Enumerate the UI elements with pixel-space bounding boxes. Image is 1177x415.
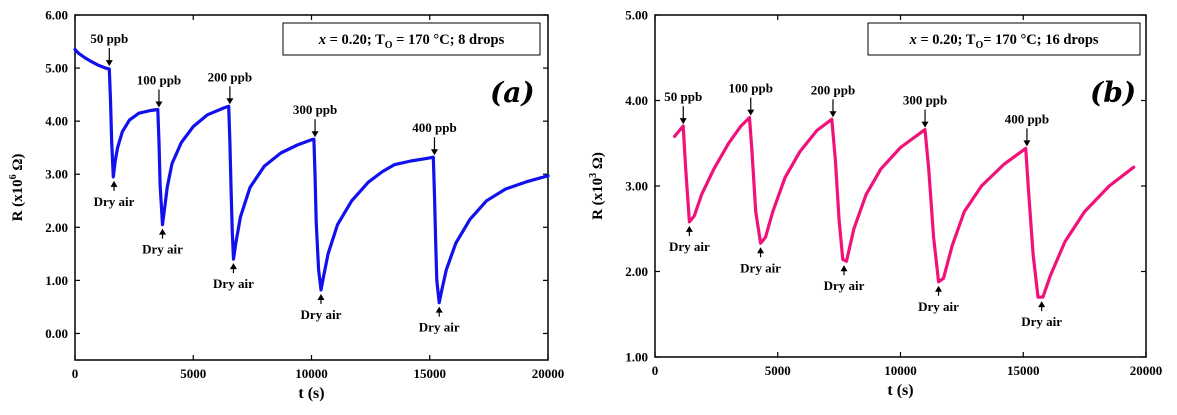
arrow-head bbox=[317, 293, 325, 300]
concentration-label: 50 ppb bbox=[90, 31, 128, 46]
arrow-head bbox=[935, 285, 943, 292]
x-tick-label: 15000 bbox=[414, 366, 447, 381]
arrow-head bbox=[921, 121, 929, 128]
concentration-label: 200 ppb bbox=[208, 69, 252, 84]
dry-air-label: Dry air bbox=[740, 260, 781, 275]
arrow-head bbox=[226, 98, 234, 105]
dry-air-label: Dry air bbox=[669, 239, 710, 254]
y-axis-label: R (x103 Ω) bbox=[588, 152, 606, 220]
arrow-head bbox=[155, 101, 163, 108]
concentration-label: 300 ppb bbox=[903, 93, 947, 108]
concentration-label: 400 ppb bbox=[1005, 111, 1049, 126]
y-tick-label: 4.00 bbox=[625, 93, 648, 108]
dry-air-label: Dry air bbox=[419, 320, 460, 335]
arrow-head bbox=[747, 109, 755, 116]
arrow-head bbox=[110, 180, 118, 187]
panel-label: (b) bbox=[1090, 76, 1136, 109]
concentration-label: 400 ppb bbox=[412, 120, 456, 135]
arrow-head bbox=[1038, 301, 1046, 308]
condition-text: x = 0.20; TO= 170 °C; 16 drops bbox=[908, 32, 1098, 51]
x-tick-label: 5000 bbox=[180, 366, 206, 381]
arrow-head bbox=[757, 247, 765, 254]
dry-air-label: Dry air bbox=[213, 276, 254, 291]
y-tick-label: 1.00 bbox=[45, 273, 68, 288]
x-tick-label: 20000 bbox=[1130, 363, 1163, 378]
x-axis-label: t (s) bbox=[887, 382, 913, 399]
y-tick-label: 1.00 bbox=[625, 350, 648, 365]
arrow-head bbox=[435, 306, 443, 313]
x-tick-label: 10000 bbox=[295, 366, 328, 381]
y-tick-label: 3.00 bbox=[625, 179, 648, 194]
arrow-head bbox=[679, 118, 687, 125]
arrow-head bbox=[840, 265, 848, 272]
arrow-head bbox=[829, 111, 837, 118]
arrow-head bbox=[311, 131, 319, 138]
y-tick-label: 6.00 bbox=[45, 8, 68, 23]
arrow-head bbox=[105, 60, 113, 67]
condition-box bbox=[282, 22, 541, 56]
y-tick-label: 5.00 bbox=[45, 61, 68, 76]
concentration-label: 200 ppb bbox=[811, 82, 855, 97]
y-tick-label: 2.00 bbox=[45, 220, 68, 235]
arrow-head bbox=[685, 225, 693, 232]
y-tick-label: 5.00 bbox=[625, 8, 648, 23]
chart-panel-b: 0 5000 10000 15000 20000 1.00 2.00 3.00 4.00 5.00… bbox=[588, 8, 1162, 400]
concentration-label: 300 ppb bbox=[293, 102, 337, 117]
x-tick-label: 10000 bbox=[884, 363, 917, 378]
x-tick-label: 0 bbox=[72, 366, 79, 381]
arrow-head bbox=[1023, 140, 1031, 147]
x-tick-label: 5000 bbox=[765, 363, 791, 378]
dry-air-label: Dry air bbox=[301, 307, 342, 322]
arrow-head bbox=[229, 263, 237, 270]
y-tick-label: 4.00 bbox=[45, 114, 68, 129]
plot-frame bbox=[654, 14, 1147, 358]
x-tick-label: 20000 bbox=[532, 366, 565, 381]
concentration-label: 100 ppb bbox=[137, 72, 181, 87]
arrow-head bbox=[430, 149, 438, 156]
series-line bbox=[673, 116, 1136, 299]
x-axis-label: t (s) bbox=[298, 385, 324, 402]
dry-air-label: Dry air bbox=[918, 299, 959, 314]
y-tick-label: 0.00 bbox=[45, 326, 68, 341]
chart-panel-a: 0 5000 10000 15000 20000 0.00 1.00 2.00 3.00 4.00… bbox=[8, 8, 564, 403]
y-tick-label: 3.00 bbox=[45, 167, 68, 182]
concentration-label: 50 ppb bbox=[664, 89, 702, 104]
panel-label: (a) bbox=[490, 76, 535, 109]
x-tick-label: 15000 bbox=[1007, 363, 1040, 378]
condition-box bbox=[867, 22, 1141, 56]
dry-air-label: Dry air bbox=[94, 194, 135, 209]
dry-air-label: Dry air bbox=[142, 242, 183, 257]
y-tick-label: 2.00 bbox=[625, 264, 648, 279]
y-axis-label: R (x106 Ω) bbox=[8, 154, 26, 222]
arrow-head bbox=[159, 228, 167, 235]
concentration-label: 100 ppb bbox=[729, 81, 773, 96]
condition-text: x = 0.20; TO = 170 °C; 8 drops bbox=[318, 32, 505, 51]
series-line bbox=[73, 47, 550, 305]
dry-air-label: Dry air bbox=[1021, 314, 1062, 329]
dry-air-label: Dry air bbox=[824, 278, 865, 293]
x-tick-label: 0 bbox=[652, 363, 659, 378]
